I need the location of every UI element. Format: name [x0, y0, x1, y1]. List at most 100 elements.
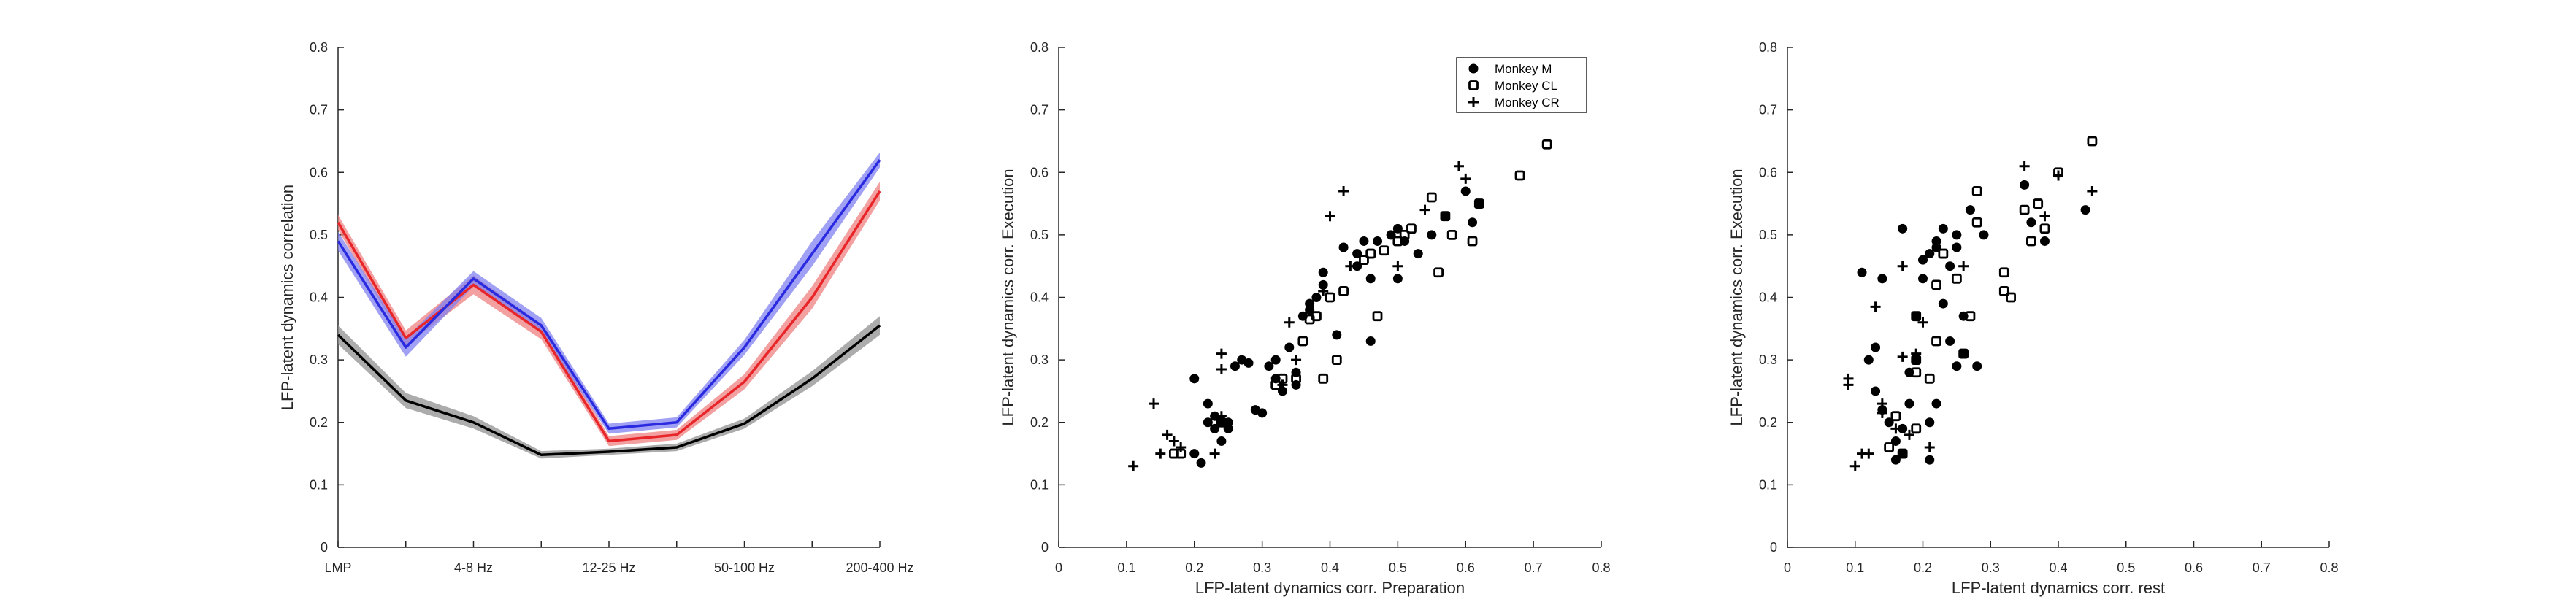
point-square — [1951, 273, 1962, 284]
point-dot — [1318, 279, 1328, 290]
point-plus — [1284, 317, 1295, 328]
point-plus — [1338, 185, 1349, 196]
y-tick-label: 0 — [1041, 540, 1049, 555]
y-tick-label: 0.1 — [1759, 477, 1777, 492]
point-square — [1965, 311, 1976, 322]
point-dot — [1216, 436, 1227, 446]
point-dot — [1216, 417, 1227, 428]
point-square — [1931, 336, 1941, 347]
x-tick-label: 0.4 — [1321, 560, 1339, 575]
point-dot — [1270, 355, 1281, 365]
point-dot — [1925, 455, 1935, 465]
point-plus — [1897, 351, 1908, 362]
point-plus — [1877, 407, 1887, 418]
x-tick-label: 0.6 — [2185, 560, 2203, 575]
point-dot — [1877, 274, 1887, 284]
point-dot — [1911, 311, 1921, 321]
series-1-line — [337, 159, 881, 431]
legend-label: Monkey CL — [1495, 79, 1557, 93]
y-axis-label: LFP-latent dynamics corr. Execution — [1728, 169, 1746, 425]
point-square — [1924, 373, 1935, 384]
point-plus — [1155, 448, 1166, 459]
point-square — [1514, 170, 1525, 181]
y-tick-label: 0.5 — [310, 228, 328, 242]
point-dot — [1318, 267, 1328, 277]
point-dot — [1468, 217, 1478, 228]
point-square — [2039, 223, 2050, 234]
y-tick-label: 0.1 — [1030, 477, 1049, 492]
point-dot — [1196, 458, 1206, 468]
x-tick-label: 0.4 — [2049, 560, 2067, 575]
y-tick-label: 0.6 — [1030, 165, 1049, 180]
point-dot — [1945, 336, 1955, 346]
y-axis-label: LFP-latent dynamics correlation — [278, 185, 296, 410]
point-dot — [1925, 417, 1935, 428]
point-plus — [1291, 355, 1302, 366]
point-plus — [1176, 442, 1187, 452]
point-dot — [1460, 186, 1471, 196]
point-square — [1971, 186, 1982, 196]
point-square — [1911, 367, 1922, 378]
point-square — [1938, 248, 1949, 259]
y-tick-label: 0.3 — [1759, 352, 1777, 367]
point-dot — [1284, 342, 1295, 352]
y-tick-label: 0.7 — [310, 103, 328, 117]
point-plus — [1958, 261, 1969, 271]
y-tick-label: 0.7 — [1759, 103, 1777, 117]
x-tick-label: 4-8 Hz — [454, 560, 493, 575]
point-dot — [1203, 417, 1213, 428]
point-dot — [1898, 423, 1908, 433]
y-tick-label: 0.8 — [1030, 40, 1049, 55]
point-plus — [1216, 411, 1227, 422]
point-dot — [1427, 230, 1437, 240]
point-square — [1168, 448, 1179, 459]
y-tick-label: 0.7 — [1030, 103, 1049, 117]
point-square — [2019, 204, 2030, 215]
point-dot — [1311, 293, 1322, 302]
point-dot — [1952, 242, 1962, 252]
point-square — [1911, 311, 1922, 322]
point-square — [1446, 229, 1457, 240]
point-plus — [1460, 173, 1471, 184]
point-dot — [1904, 398, 1914, 409]
y-tick-label: 0.6 — [1759, 165, 1777, 180]
point-dot — [1931, 236, 1941, 246]
point-dot — [2080, 205, 2090, 215]
y-tick-label: 0.2 — [1759, 415, 1777, 430]
y-tick-label: 0.4 — [1759, 290, 1777, 305]
point-plus — [1453, 161, 1464, 171]
point-dot — [1440, 211, 1450, 221]
point-square — [1379, 245, 1389, 256]
point-square — [1406, 223, 1417, 234]
point-plus — [1419, 204, 1430, 215]
x-tick-label: 0.5 — [2117, 560, 2135, 575]
x-tick-label: 50-100 Hz — [714, 560, 775, 575]
y-tick-label: 0 — [321, 540, 328, 555]
point-plus — [1325, 211, 1335, 222]
point-dot — [1332, 330, 1342, 340]
point-plus — [2039, 211, 2050, 222]
point-square — [1958, 348, 1969, 359]
point-dot — [1264, 361, 1274, 371]
point-square — [1897, 448, 1908, 459]
x-axis-label: LFP-latent dynamics corr. Preparation — [1195, 579, 1465, 597]
point-square — [1338, 286, 1349, 296]
point-plus — [1897, 261, 1908, 271]
point-dot — [1898, 449, 1908, 459]
point-dot — [1365, 336, 1376, 346]
point-square — [1467, 236, 1478, 247]
point-square — [1318, 373, 1329, 384]
point-dot — [1863, 355, 1874, 365]
y-tick-label: 0.3 — [1030, 352, 1049, 367]
y-tick-label: 0.4 — [1030, 290, 1049, 305]
point-dot — [1938, 223, 1948, 234]
point-dot — [1931, 398, 1941, 409]
point-dot — [1230, 361, 1240, 371]
legend-label: Monkey CR — [1495, 96, 1560, 109]
y-tick-label: 0.5 — [1030, 228, 1049, 242]
y-tick-label: 0.3 — [310, 352, 328, 367]
point-dot — [1965, 205, 1975, 215]
x-tick-label: 0.1 — [1846, 560, 1864, 575]
x-tick-label: 0.5 — [1389, 560, 1407, 575]
